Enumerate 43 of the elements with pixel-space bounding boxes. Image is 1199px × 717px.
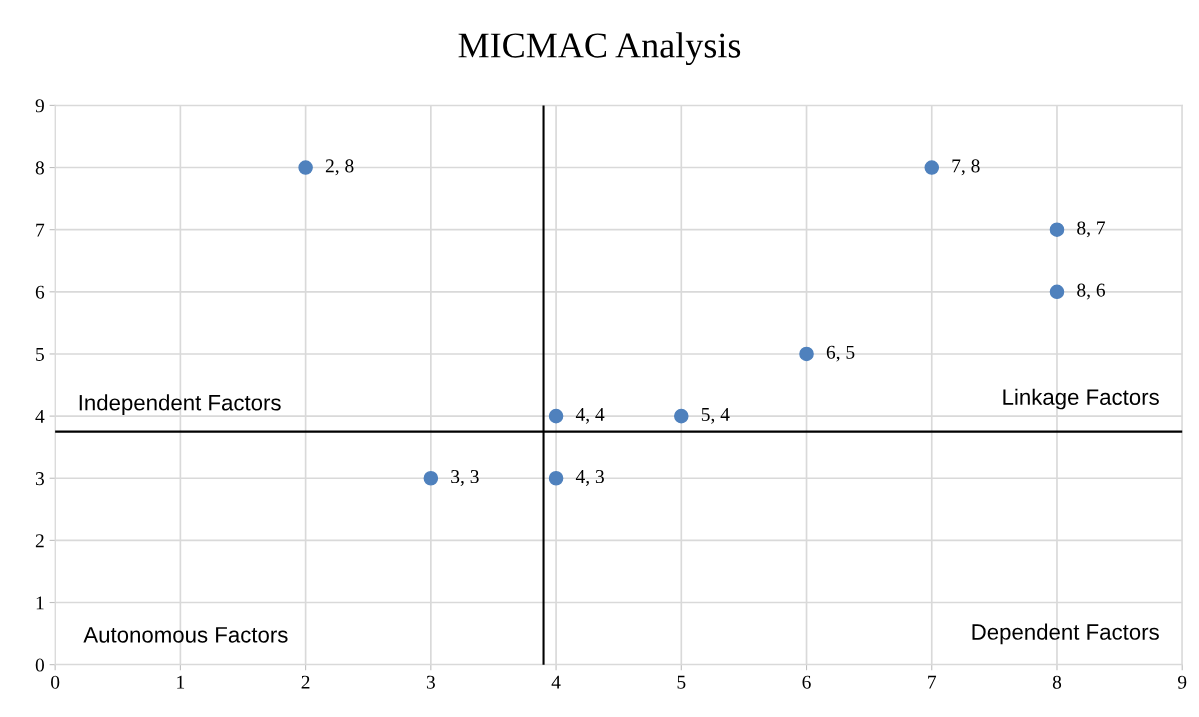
data-label: 8, 7 [1077,221,1106,238]
x-tick-label: 6 [802,675,811,689]
x-tick-label: 2 [301,675,310,689]
annotation: Linkage Factors [1003,388,1159,410]
data-label: 2, 8 [325,159,354,176]
x-tick-label: 9 [1177,675,1187,689]
x-tick-label: 4 [551,675,561,689]
y-tick-label: 2 [35,534,44,548]
annotation: Autonomous Factors [83,627,288,643]
point [799,346,814,362]
y-tick-label: 7 [36,223,45,237]
annotation: Independent Factors [79,394,281,415]
data-label: 4, 4 [575,407,605,424]
annotation: Dependent Factors [972,623,1159,645]
point [1049,222,1065,237]
point [548,470,564,486]
data-label: 3, 3 [451,470,479,486]
point [548,408,564,424]
y-tick-label: 3 [35,472,44,486]
y-tick-label: 9 [35,99,44,113]
x-tick-label: 5 [677,675,686,689]
point [674,408,689,424]
data-label: 6, 5 [826,345,855,362]
point [298,160,313,175]
y-tick-label: 4 [35,410,45,423]
x-tick-label: 8 [1052,675,1062,689]
point [1049,284,1065,300]
data-label: 7, 8 [952,159,980,176]
data-label: 5, 4 [701,407,730,424]
x-tick-label: 0 [51,675,60,689]
x-tick-label: 7 [928,675,937,689]
y-tick-label: 0 [35,658,44,672]
chart-title: MICMAC Analysis [458,32,741,66]
y-tick-label: 8 [35,161,44,175]
point [924,160,940,175]
x-tick-label: 1 [177,675,185,689]
x-tick-label: 3 [426,675,435,689]
data-label: 4, 3 [575,470,604,486]
y-tick-label: 5 [36,347,44,361]
data-label: 8, 6 [1077,283,1106,300]
y-tick-label: 1 [36,596,44,610]
y-tick-label: 6 [35,285,45,299]
point [423,470,439,486]
